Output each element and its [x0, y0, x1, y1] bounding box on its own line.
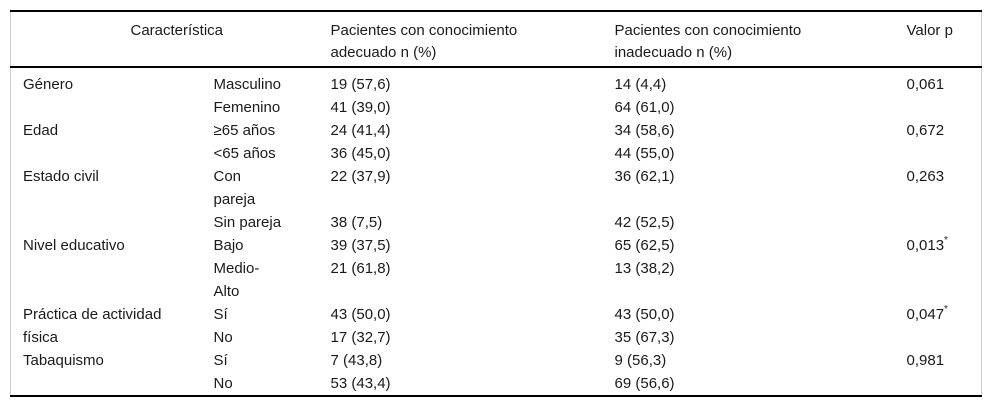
table-row: No 17 (32,7) 35 (67,3) — [11, 326, 982, 349]
header-row: Característica Pacientes con conocimient… — [10, 11, 982, 68]
p-value-cell: 0,013* — [907, 234, 982, 303]
inadequate-cell: 44 (55,0) — [614, 145, 675, 162]
subcategory-cell: No — [213, 375, 233, 392]
subcategory-cell: ≥65 años — [213, 122, 276, 139]
p-value: 0,013 — [906, 237, 945, 254]
header-caracteristica: Característica — [10, 11, 331, 68]
adequate-cell: 41 (39,0) — [330, 99, 391, 116]
adequate-cell: 17 (32,7) — [330, 329, 391, 346]
table-body: Género Masculino 19 (57,6) 14 (4,4) 0,06… — [11, 67, 982, 396]
category-cell: Tabaquismo — [23, 352, 104, 369]
header-valor-p: Valor p — [906, 11, 982, 68]
subcategory-cell: Femenino — [213, 99, 281, 116]
adequate-cell: 39 (37,5) — [330, 237, 391, 254]
p-value: 0,047 — [906, 306, 945, 323]
inadequate-cell: 34 (58,6) — [614, 122, 675, 139]
subcategory-cell: Bajo — [213, 237, 244, 254]
subcategory-cell: Sí — [213, 306, 228, 323]
table-row: Tabaquismo Sí 7 (43,8) 9 (56,3) 0,981 — [11, 349, 982, 372]
table-row: Nivel educativo Bajo 39 (37,5) 65 (62,5)… — [11, 234, 982, 257]
table-row: Estado civil Con pareja 22 (37,9) 36 (62… — [11, 165, 982, 211]
inadequate-cell: 65 (62,5) — [614, 237, 675, 254]
adequate-cell: 24 (41,4) — [330, 122, 391, 139]
subcategory-cell: Con pareja — [213, 168, 256, 208]
subcategory-cell: <65 años — [213, 145, 276, 162]
subcategory-cell: Sin pareja — [213, 214, 282, 231]
adequate-cell: 38 (7,5) — [330, 214, 383, 231]
category-cell: Edad — [23, 122, 59, 139]
adequate-cell: 22 (37,9) — [330, 168, 391, 185]
table-row: Edad ≥65 años 24 (41,4) 34 (58,6) 0,672 — [11, 119, 982, 142]
inadequate-cell: 43 (50,0) — [614, 306, 675, 323]
inadequate-cell: 36 (62,1) — [614, 168, 675, 185]
inadequate-cell: 69 (56,6) — [614, 375, 675, 392]
p-value-cell: 0,047* — [907, 303, 982, 349]
category-cell: Nivel educativo — [23, 237, 125, 254]
inadequate-cell: 14 (4,4) — [614, 76, 667, 93]
inadequate-cell: 13 (38,2) — [614, 260, 675, 277]
inadequate-cell: 35 (67,3) — [614, 329, 675, 346]
table-row: Femenino 41 (39,0) 64 (61,0) — [11, 96, 982, 119]
characteristics-table: Característica Pacientes con conocimient… — [10, 10, 982, 397]
p-value: 0,061 — [906, 76, 945, 93]
category-cell: Práctica de actividad física — [23, 306, 162, 346]
table-row: No 53 (43,4) 69 (56,6) — [11, 372, 982, 396]
significance-asterisk: * — [944, 304, 948, 315]
subcategory-cell: Masculino — [213, 76, 282, 93]
table-row: Medio- Alto 21 (61,8) 13 (38,2) — [11, 257, 982, 303]
p-value: 0,981 — [906, 352, 945, 369]
p-value: 0,263 — [906, 168, 945, 185]
category-cell: Género — [23, 76, 74, 93]
table-header: Característica Pacientes con conocimient… — [10, 11, 982, 68]
table-row: Sin pareja 38 (7,5) 42 (52,5) — [11, 211, 982, 234]
table-row: Práctica de actividad física Sí 43 (50,0… — [11, 303, 982, 347]
adequate-cell: 53 (43,4) — [330, 375, 391, 392]
inadequate-cell: 9 (56,3) — [614, 352, 667, 369]
significance-asterisk: * — [944, 235, 948, 246]
adequate-cell: 43 (50,0) — [330, 306, 391, 323]
p-value: 0,672 — [906, 122, 945, 139]
adequate-cell: 21 (61,8) — [330, 260, 391, 277]
p-value-cell: 0,263 — [907, 165, 982, 234]
table-row: Género Masculino 19 (57,6) 14 (4,4) 0,06… — [11, 67, 982, 96]
characteristics-table-container: Característica Pacientes con conocimient… — [10, 10, 982, 397]
p-value-cell: 0,672 — [907, 119, 982, 165]
inadequate-cell: 42 (52,5) — [614, 214, 675, 231]
header-inadecuado: Pacientes con conocimiento inadecuado n … — [614, 11, 907, 68]
adequate-cell: 7 (43,8) — [330, 352, 383, 369]
adequate-cell: 19 (57,6) — [330, 76, 391, 93]
header-adecuado: Pacientes con conocimiento adecuado n (%… — [330, 11, 615, 68]
table-row: <65 años 36 (45,0) 44 (55,0) — [11, 142, 982, 165]
subcategory-cell: Sí — [213, 352, 228, 369]
category-cell: Estado civil — [23, 168, 99, 185]
inadequate-cell: 64 (61,0) — [614, 99, 675, 116]
adequate-cell: 36 (45,0) — [330, 145, 391, 162]
subcategory-cell: Medio- Alto — [213, 260, 260, 300]
p-value-cell: 0,061 — [907, 67, 982, 119]
subcategory-cell: No — [213, 329, 233, 346]
p-value-cell: 0,981 — [907, 349, 982, 396]
